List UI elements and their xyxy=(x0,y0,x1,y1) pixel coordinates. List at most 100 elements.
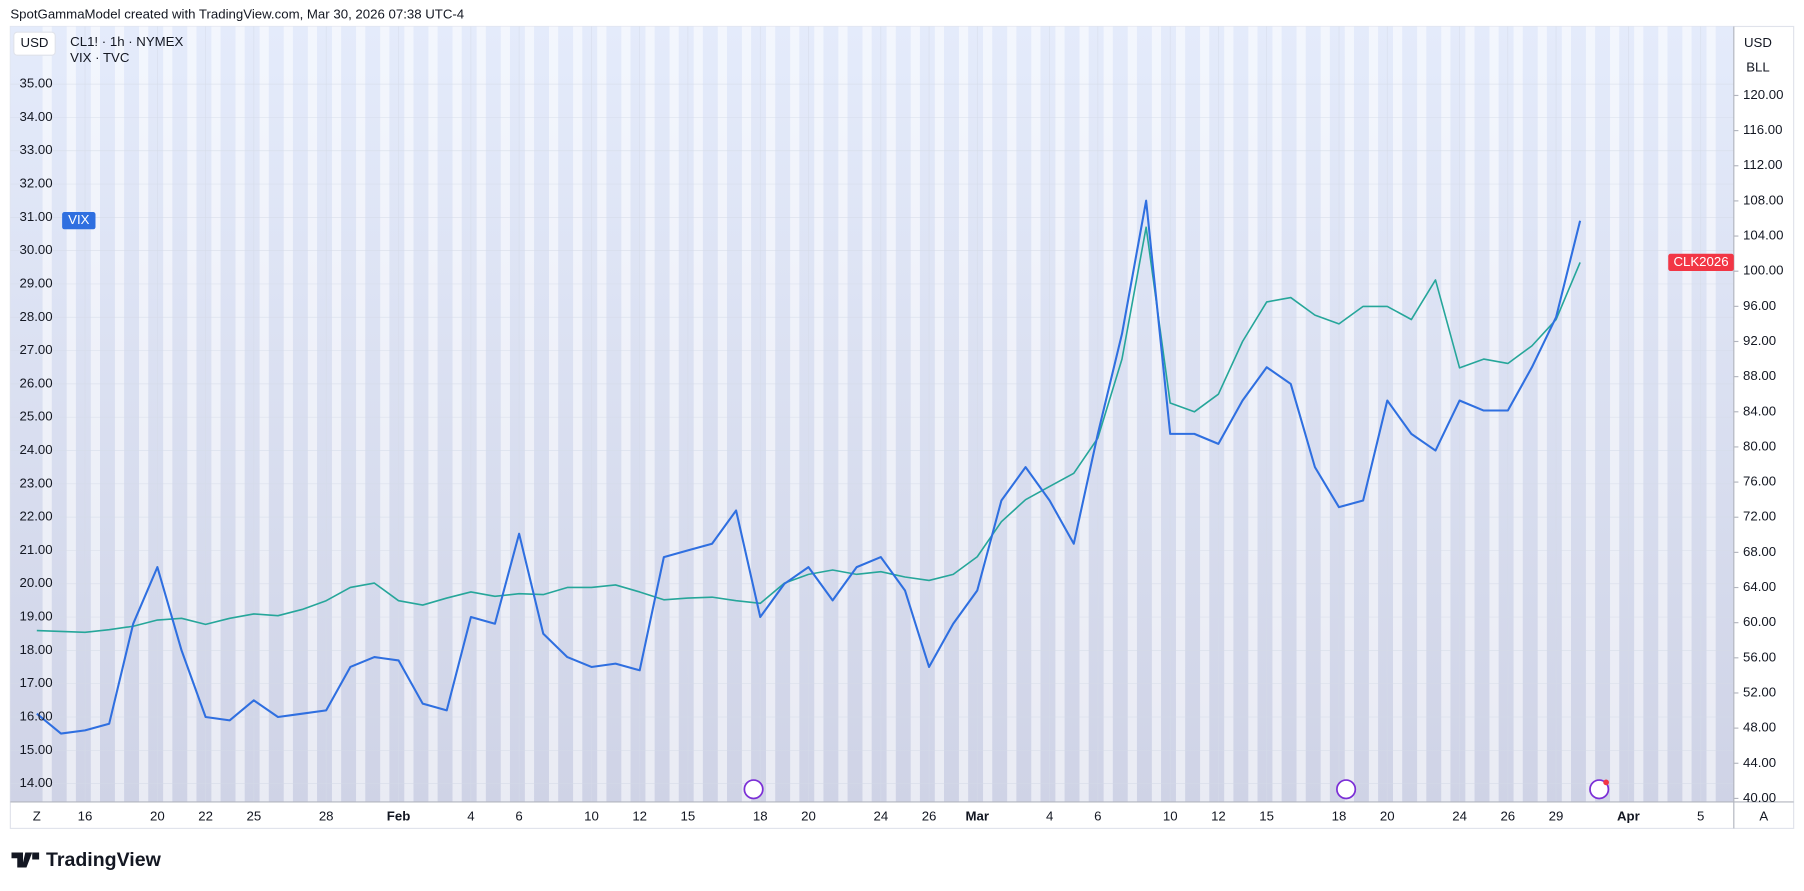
session-stripe xyxy=(1320,26,1330,802)
x-tick-label: 25 xyxy=(246,808,261,823)
session-stripe xyxy=(114,26,125,802)
y2-tick-label: 68.00 xyxy=(1743,544,1776,559)
x-tick-label: 20 xyxy=(150,808,165,823)
y-tick-label: 26.00 xyxy=(20,375,53,390)
y-tick-label: 24.00 xyxy=(20,442,53,457)
legend-entry: CL1! · 1h · NYMEX xyxy=(70,34,183,49)
session-stripe xyxy=(1079,26,1089,802)
session-stripe xyxy=(1682,26,1692,802)
x-tick-label: Feb xyxy=(387,808,411,823)
y-tick-label: 20.00 xyxy=(20,575,53,590)
price-tag-box xyxy=(62,212,96,230)
session-stripe xyxy=(1055,26,1065,802)
y2-tick-label: 112.00 xyxy=(1743,157,1782,172)
session-stripe xyxy=(983,26,993,802)
session-stripe xyxy=(862,26,872,802)
y-tick-label: 27.00 xyxy=(20,342,53,357)
x-tick-label: Mar xyxy=(966,808,990,823)
session-stripe xyxy=(1007,26,1017,802)
session-stripe xyxy=(1175,26,1186,802)
y2-tick-label: 80.00 xyxy=(1743,438,1776,453)
y2-tick-label: 100.00 xyxy=(1743,263,1783,278)
y-tick-label: 29.00 xyxy=(20,275,53,290)
y2-tick-label: 96.00 xyxy=(1743,298,1776,313)
session-stripe xyxy=(500,26,510,802)
session-stripe xyxy=(741,26,752,802)
session-stripe xyxy=(958,26,969,802)
y-tick-label: 14.00 xyxy=(20,775,53,790)
session-stripe xyxy=(1585,26,1596,802)
x-tick-label: 5 xyxy=(1697,808,1704,823)
x-tick-label: 15 xyxy=(1259,808,1274,823)
y2-tick-label: 48.00 xyxy=(1743,720,1776,735)
y-tick-label: 22.00 xyxy=(20,509,53,524)
session-stripe xyxy=(66,26,76,802)
session-stripe xyxy=(211,26,221,802)
logo-text: TradingView xyxy=(46,849,162,871)
plot-background xyxy=(10,26,1734,802)
zoom-button[interactable]: Z xyxy=(33,808,41,823)
x-tick-label: 26 xyxy=(922,808,937,823)
session-stripe xyxy=(1610,26,1620,802)
session-stripe xyxy=(1441,26,1451,802)
session-stripe xyxy=(476,26,486,802)
event-icon[interactable] xyxy=(1589,779,1610,800)
x-tick-label: 4 xyxy=(467,808,474,823)
session-stripe xyxy=(1151,26,1162,802)
session-stripe xyxy=(259,26,269,802)
y2-tick-label: 44.00 xyxy=(1743,755,1776,770)
event-icon[interactable] xyxy=(1336,779,1357,800)
x-tick-label: 12 xyxy=(632,808,647,823)
session-stripe xyxy=(645,26,655,802)
auto-button[interactable]: A xyxy=(1759,808,1768,823)
x-tick-label: 15 xyxy=(681,808,696,823)
session-stripe xyxy=(1296,26,1306,802)
session-stripe xyxy=(356,26,366,802)
grid xyxy=(10,26,1734,802)
session-stripe xyxy=(428,26,438,802)
x-tick-label: Apr xyxy=(1617,808,1640,823)
session-stripe xyxy=(814,26,824,802)
event-icon[interactable] xyxy=(743,779,764,800)
session-stripe xyxy=(597,26,607,802)
x-tick-label: 12 xyxy=(1211,808,1226,823)
price-tag-box xyxy=(1668,253,1734,272)
session-stripe xyxy=(934,26,945,802)
session-stripe xyxy=(283,26,293,802)
y-tick-label: 33.00 xyxy=(20,142,53,157)
y-tick-label: 35.00 xyxy=(20,76,53,91)
y-tick-label: 30.00 xyxy=(20,242,53,257)
session-stripe xyxy=(380,26,390,802)
y2-tick-label: 120.00 xyxy=(1743,87,1783,102)
y-tick-label: 21.00 xyxy=(20,542,53,557)
x-tick-label: 26 xyxy=(1500,808,1515,823)
event-dot xyxy=(1603,779,1609,786)
session-stripe xyxy=(1344,26,1354,802)
session-stripe xyxy=(669,26,679,802)
session-stripe xyxy=(766,26,776,802)
session-stripe xyxy=(42,26,52,802)
x-tick-label: 29 xyxy=(1549,808,1564,823)
session-stripes xyxy=(42,26,1716,802)
right-unit-sub: BLL xyxy=(1746,59,1770,74)
x-tick-label: 22 xyxy=(198,808,213,823)
y-tick-label: 23.00 xyxy=(20,475,53,490)
y-tick-label: 15.00 xyxy=(20,742,53,757)
session-stripe xyxy=(1368,26,1379,802)
session-stripe xyxy=(1200,26,1210,802)
session-stripe xyxy=(404,26,414,802)
y2-tick-label: 56.00 xyxy=(1743,649,1776,664)
price-tag: CLK2026 xyxy=(1673,254,1728,269)
x-tick-label: 20 xyxy=(1380,808,1395,823)
session-stripe xyxy=(1248,26,1258,802)
x-tick-label: 28 xyxy=(319,808,334,823)
session-stripe xyxy=(693,26,703,802)
left-unit-box[interactable] xyxy=(13,31,56,56)
header: SpotGammaModel created with TradingView.… xyxy=(10,6,464,21)
session-stripe xyxy=(1537,26,1547,802)
x-tick-label: 20 xyxy=(801,808,816,823)
session-stripe xyxy=(1706,26,1716,802)
y2-tick-label: 84.00 xyxy=(1743,403,1776,418)
